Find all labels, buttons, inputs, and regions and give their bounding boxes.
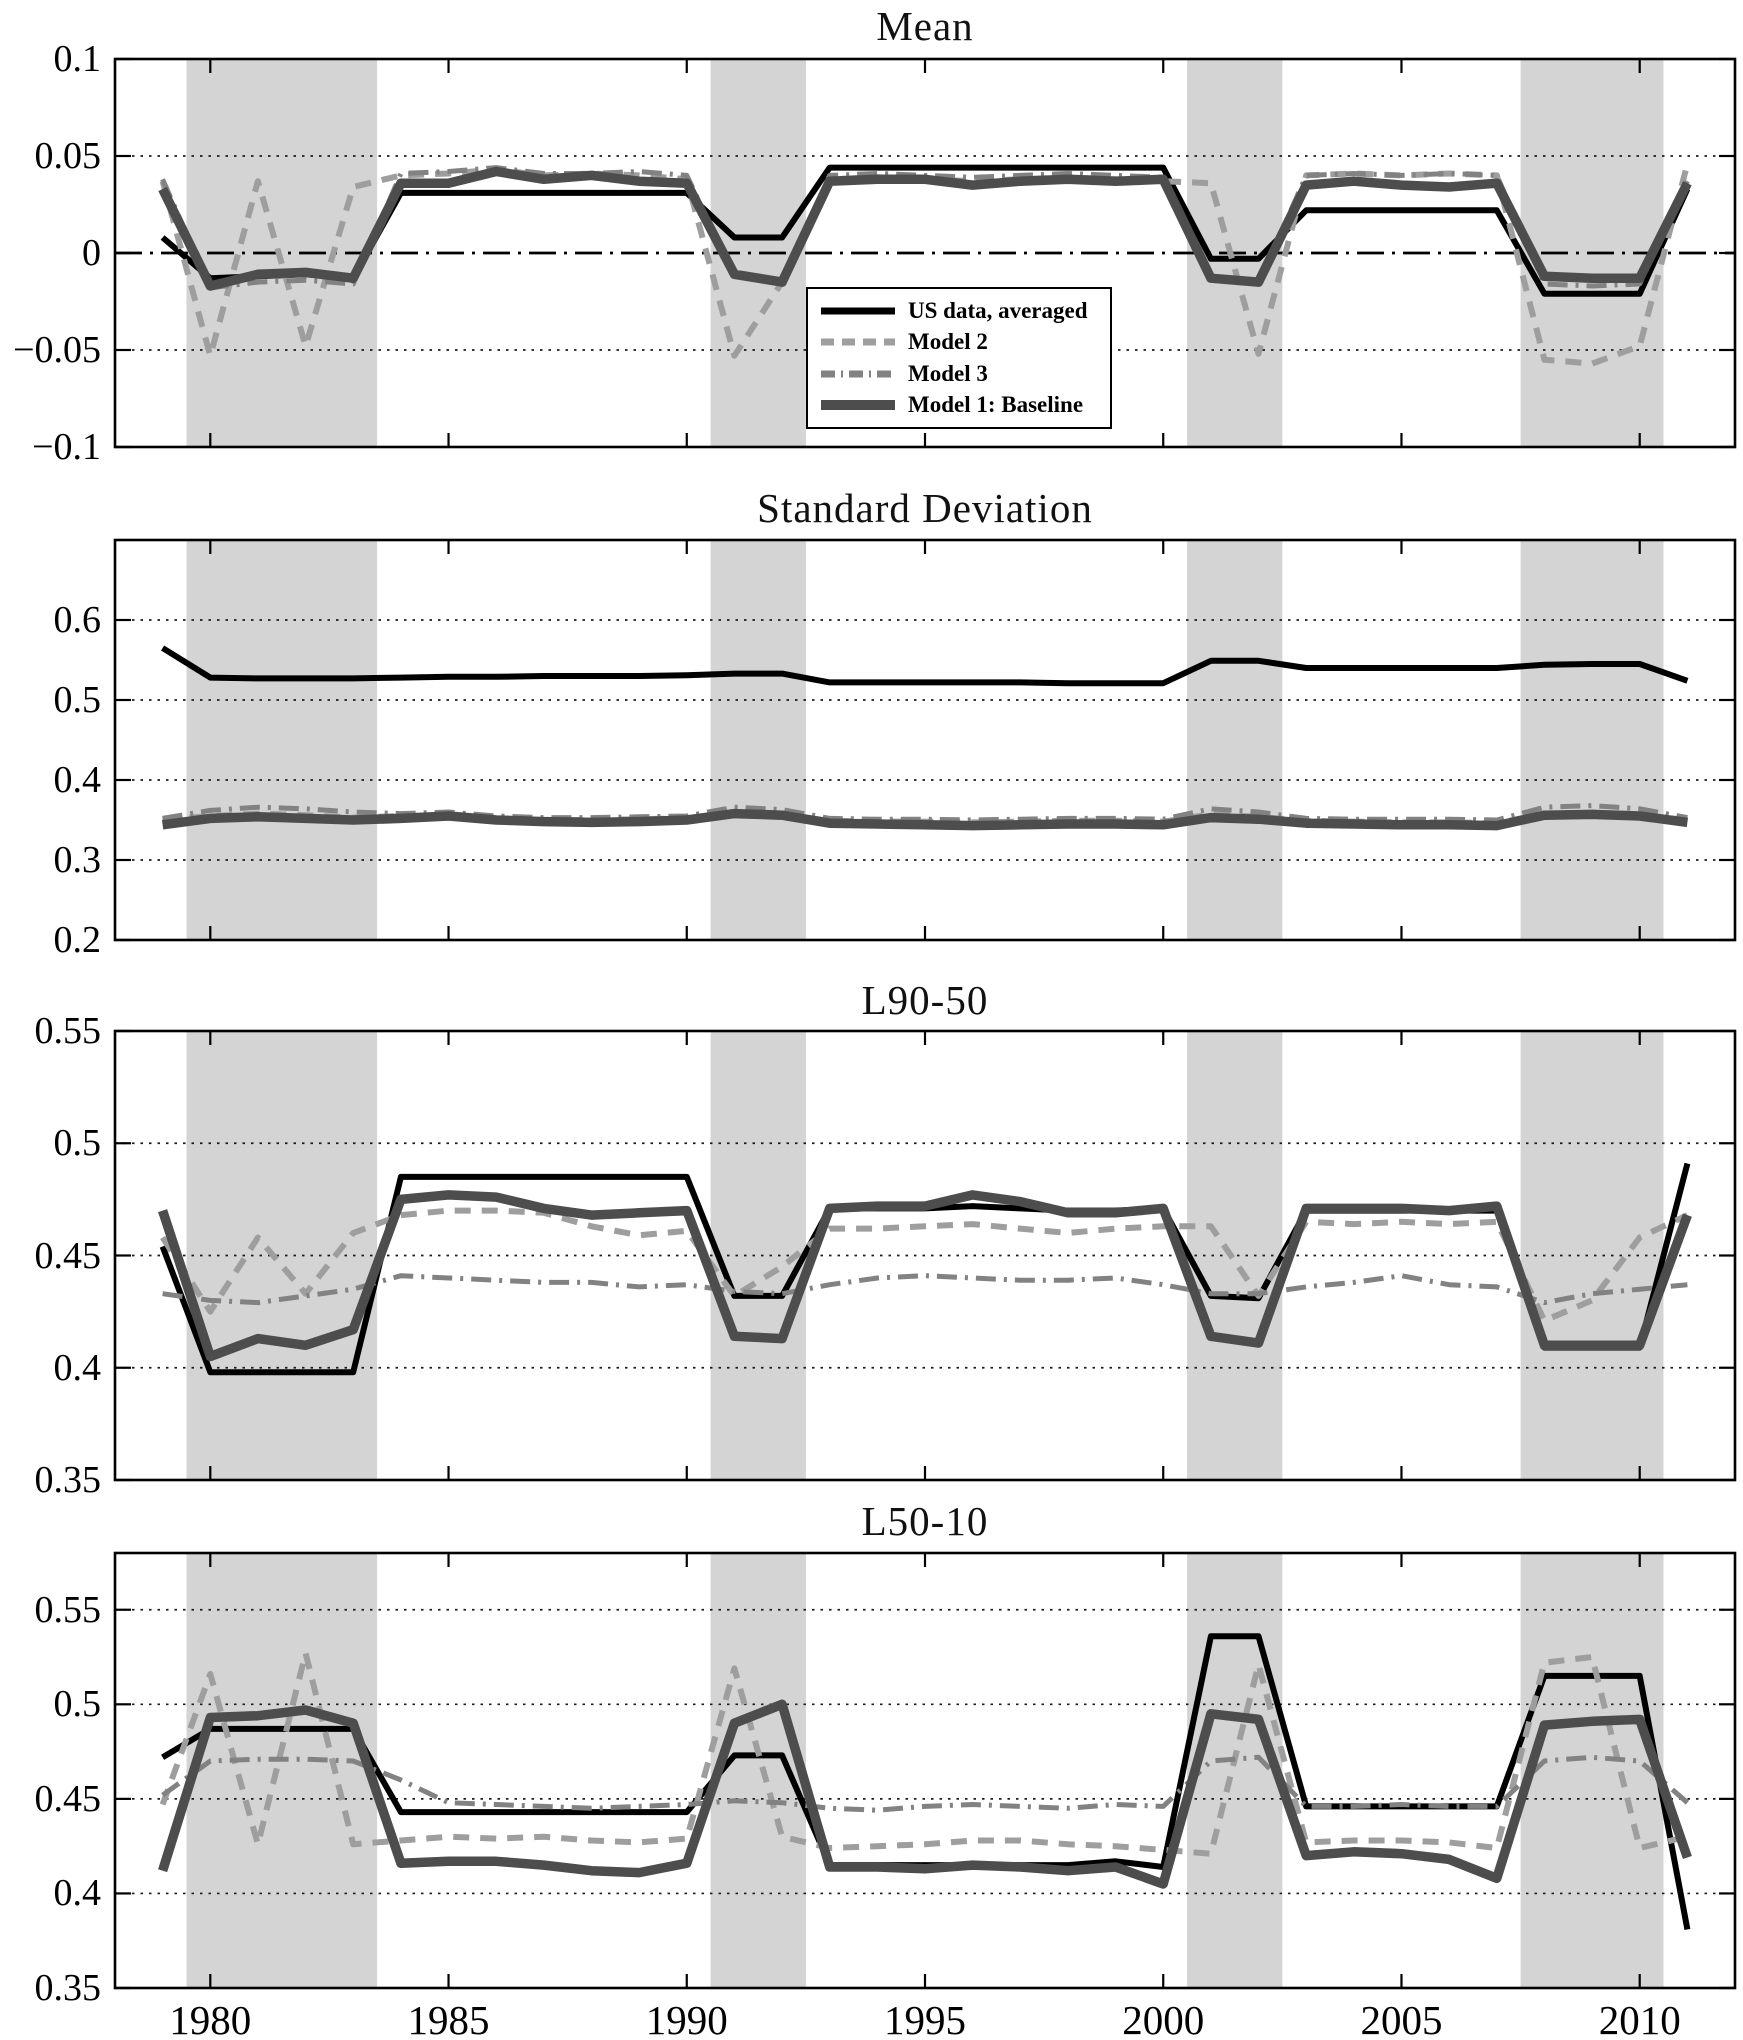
panel-title-stdev: Standard Deviation (757, 485, 1093, 531)
y-tick-label: 0.55 (34, 1588, 102, 1631)
y-tick-label: 0 (82, 232, 101, 274)
panel-2-border (113, 1029, 1737, 1482)
recession-band (186, 1553, 378, 1988)
panel-title-l9050: L90-50 (861, 977, 989, 1023)
series-us-panel-1 (161, 645, 1689, 687)
legend-label-model3: Model 3 (908, 360, 988, 386)
x-tick-label: 2000 (1122, 1997, 1205, 2040)
y-tick-label: 0.35 (34, 1459, 102, 1501)
panel-title-l5010: L50-10 (861, 1498, 989, 1544)
y-tick-label: 0.45 (34, 1777, 102, 1820)
legend-row-model2: Model 2 (808, 328, 1110, 356)
legend-box: US data, averaged Model 2 Model 3 Model … (806, 287, 1112, 429)
series-model1-panel-0 (158, 166, 1692, 291)
y-tick-label: 0.55 (34, 1010, 102, 1052)
y-tick-label: 0.35 (34, 1967, 102, 2009)
x-tick-label: 1980 (169, 1997, 252, 2040)
x-tick-label: 1990 (645, 1997, 728, 2040)
y-tick-label: 0.3 (53, 839, 102, 881)
y-tick-label: 0.1 (53, 38, 102, 80)
series-model3-panel-3 (161, 1754, 1690, 1813)
panel-3-border (113, 1551, 1737, 1990)
legend-row-us: US data, averaged (808, 297, 1110, 325)
y-tick-label: 0.5 (53, 679, 102, 721)
y-tick-label: 0.4 (53, 1346, 102, 1389)
y-tick-label: 0.5 (53, 1122, 102, 1165)
panel-3-bg (115, 1553, 1735, 1988)
y-tick-label: 0.45 (34, 1234, 102, 1277)
x-tick-label: 1995 (884, 1997, 966, 2040)
series-model1-panel-3 (158, 1699, 1692, 1889)
y-tick-label: 0.5 (53, 1683, 102, 1726)
y-tick-label: −0.1 (32, 426, 101, 468)
x-tick-label: 2005 (1360, 1997, 1443, 2040)
panel-1-bg (115, 540, 1735, 940)
panel-1-border (113, 538, 1737, 942)
recession-band (1187, 1553, 1283, 1988)
model1-line-sample-icon (821, 400, 895, 411)
series-model1-panel-1 (161, 808, 1689, 831)
y-tick-label: 0.4 (53, 1872, 102, 1915)
x-tick-label: 1985 (407, 1997, 490, 2040)
legend-row-model3: Model 3 (808, 360, 1110, 388)
y-tick-label: 0.2 (53, 919, 102, 961)
series-model1-panel-2 (158, 1190, 1692, 1362)
series-us-panel-0 (160, 164, 1691, 297)
y-tick-label: 0.05 (34, 135, 102, 177)
recession-band (186, 1031, 378, 1480)
legend-row-model1: Model 1: Baseline (808, 391, 1110, 419)
legend-label-model2: Model 2 (908, 329, 988, 355)
recession-band (1520, 1031, 1664, 1480)
series-model2-panel-2 (160, 1207, 1689, 1324)
y-tick-label: −0.05 (13, 329, 101, 371)
y-tick-label: 0.6 (53, 599, 102, 641)
panel-title-mean: Mean (876, 3, 974, 49)
recession-band (1520, 540, 1664, 940)
legend-label-model1: Model 1: Baseline (908, 392, 1084, 418)
model2-line-sample-icon (821, 338, 895, 346)
x-tick-label: 2010 (1598, 1997, 1681, 2040)
recession-band (1187, 1031, 1283, 1480)
y-tick-label: 0.4 (53, 759, 102, 801)
legend-label-us: US data, averaged (908, 297, 1088, 323)
model3-line-sample-icon (821, 370, 895, 378)
recession-band (710, 1031, 806, 1480)
recession-band (186, 540, 378, 940)
recession-band (1520, 1553, 1664, 1988)
series-model2-panel-3 (159, 1650, 1689, 1857)
recession-band (1187, 540, 1283, 940)
panel-0-border (113, 57, 1737, 449)
recession-band (710, 540, 806, 940)
us-line-sample-icon (821, 307, 895, 315)
